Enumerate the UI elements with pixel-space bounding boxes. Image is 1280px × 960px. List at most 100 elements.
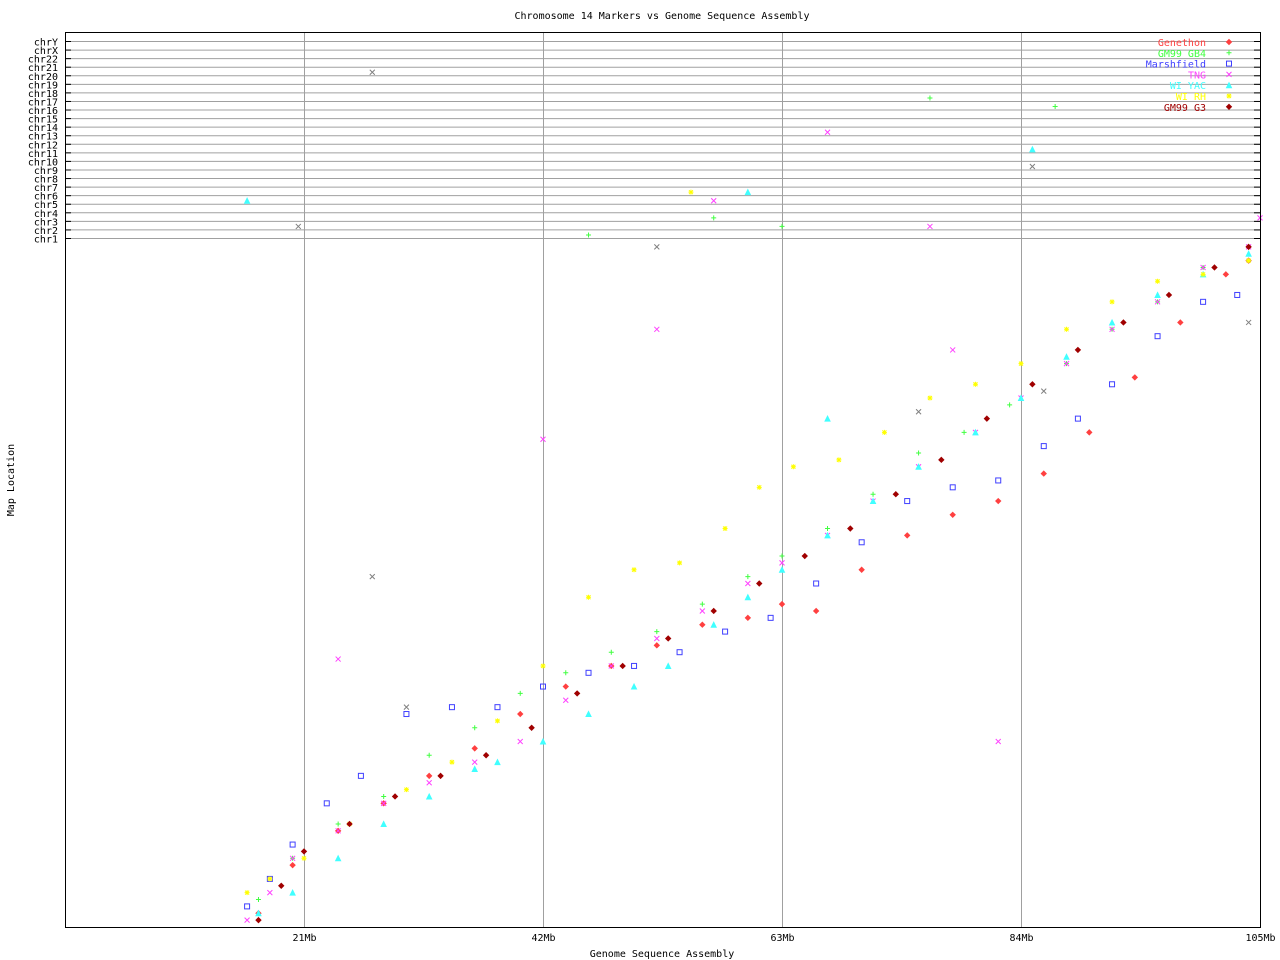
legend-label: WI YAC <box>1170 81 1206 92</box>
data-point <box>540 436 546 443</box>
data-point <box>904 498 911 505</box>
data-point <box>858 539 865 546</box>
data-point <box>426 752 432 758</box>
data-point <box>836 457 842 463</box>
data-point <box>1245 319 1252 326</box>
data-point <box>653 244 660 250</box>
data-point <box>664 635 672 642</box>
chr-tick-label: chr3 <box>34 217 58 228</box>
data-point <box>471 745 478 752</box>
data-point <box>630 682 638 690</box>
data-point <box>449 759 455 765</box>
chr-hit-point <box>243 197 251 204</box>
chr-hit-point <box>744 188 752 196</box>
data-point <box>756 580 763 587</box>
chr-tick-label: chr6 <box>34 192 58 203</box>
data-point <box>425 772 433 780</box>
data-point <box>608 649 614 655</box>
x-tick-label: 63Mb <box>770 933 794 944</box>
data-point <box>1074 346 1082 354</box>
data-point <box>517 690 523 696</box>
data-point <box>289 889 296 896</box>
chr-tick-label: chr19 <box>28 80 58 91</box>
data-point <box>1222 271 1230 278</box>
data-point <box>346 820 353 828</box>
data-point <box>812 607 820 615</box>
data-point <box>676 649 683 656</box>
data-points <box>243 69 1263 924</box>
data-point <box>1177 319 1184 326</box>
data-point <box>870 491 876 497</box>
chr-tick-label: chr9 <box>34 166 58 177</box>
chr-tick-label: chr18 <box>28 89 58 100</box>
legend-label: TNG <box>1188 70 1206 81</box>
data-point <box>972 381 978 387</box>
data-point <box>915 463 922 470</box>
chr-hit-point <box>1029 145 1036 153</box>
series-tng <box>244 129 1263 923</box>
data-point <box>301 855 307 861</box>
legend-marker <box>1225 103 1233 111</box>
chr-hit-point <box>927 95 933 101</box>
data-point <box>631 662 638 669</box>
data-point <box>949 484 956 491</box>
data-point <box>540 683 546 690</box>
data-point <box>1246 258 1252 264</box>
data-point <box>482 752 490 759</box>
data-point <box>391 793 399 800</box>
data-point <box>608 663 615 669</box>
data-point <box>1086 429 1093 436</box>
data-point <box>881 429 887 435</box>
legend-label: Genethon <box>1158 38 1206 49</box>
data-point <box>528 724 535 731</box>
data-point <box>744 593 752 601</box>
data-point <box>585 710 592 718</box>
series-wi-yac <box>243 145 1252 917</box>
data-point <box>699 621 706 628</box>
data-point <box>1245 250 1252 257</box>
data-point <box>471 765 479 772</box>
data-point <box>1109 299 1115 305</box>
data-point <box>289 841 296 848</box>
data-point <box>562 683 569 690</box>
data-point <box>961 429 967 435</box>
data-point <box>562 697 569 704</box>
data-point <box>915 408 922 415</box>
x-tick-label: 42Mb <box>531 933 555 944</box>
chr-tick-label: chr2 <box>34 226 58 237</box>
data-point <box>1063 353 1070 360</box>
data-point <box>722 628 729 635</box>
data-point <box>494 704 501 711</box>
legend-label: GM99 GB4 <box>1158 49 1206 60</box>
data-point <box>710 621 718 628</box>
chr-hit-point <box>1029 163 1036 170</box>
legend-marker <box>1226 93 1232 99</box>
grid: chrYchrXchr22chr21chr20chr19chr18chr17ch… <box>28 32 1276 944</box>
chr-tick-label: chr13 <box>28 132 58 143</box>
data-point <box>1120 319 1127 326</box>
chr-hit-point <box>824 129 831 136</box>
data-point <box>1154 333 1161 340</box>
x-tick-label: 84Mb <box>1009 933 1033 944</box>
data-point <box>778 566 786 573</box>
data-point <box>995 497 1002 505</box>
data-point <box>745 580 751 587</box>
legend-label: Marshfield <box>1146 60 1206 71</box>
chr-tick-label: chr10 <box>28 157 58 168</box>
data-point <box>983 415 991 422</box>
data-point <box>949 511 956 519</box>
series-unlabeled <box>295 69 1252 711</box>
data-point <box>1245 243 1252 251</box>
data-point <box>244 903 251 910</box>
legend-label: WI RH <box>1176 92 1206 103</box>
chr-hit-point <box>586 232 592 238</box>
data-point <box>289 855 296 862</box>
data-point <box>448 704 455 711</box>
data-point <box>972 428 979 436</box>
data-point <box>244 890 250 896</box>
data-point <box>1040 443 1047 450</box>
data-point <box>573 690 581 697</box>
legend-marker <box>1225 81 1233 89</box>
data-point <box>1017 394 1025 402</box>
